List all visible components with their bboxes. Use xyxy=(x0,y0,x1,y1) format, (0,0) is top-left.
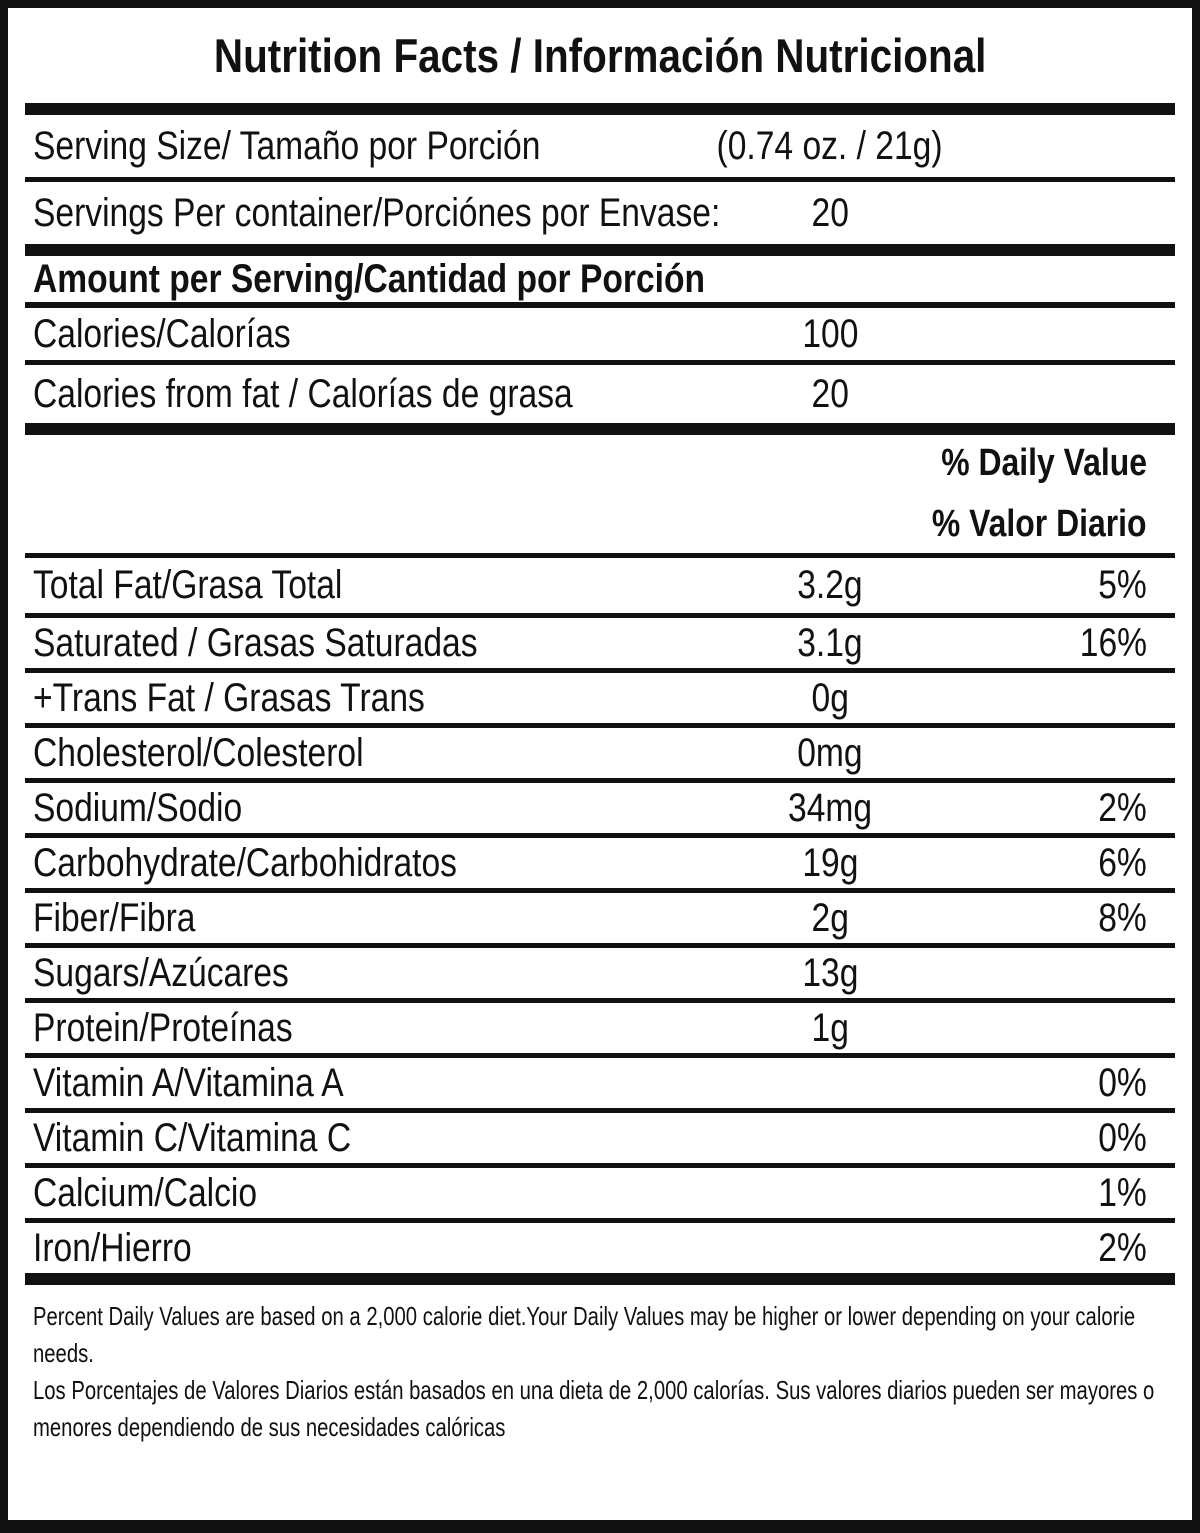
nutrient-label: Iron/Hierro xyxy=(33,1225,192,1270)
label-content: Nutrition Facts / Información Nutriciona… xyxy=(8,8,1192,1446)
servings-per-container-row: Servings Per container/Porciónes por Env… xyxy=(25,182,1175,244)
serving-size-value: (0.74 oz. / 21g) xyxy=(716,123,943,168)
nutrient-label: Calcium/Calcio xyxy=(33,1170,258,1215)
nutrient-amount: 19g xyxy=(801,840,859,885)
nutrient-amount: 0mg xyxy=(797,730,863,775)
nutrient-label: Protein/Proteínas xyxy=(33,1005,293,1050)
serving-size-label: Serving Size/ Tamaño por Porción xyxy=(33,123,541,168)
nutrient-row: Carbohydrate/Carbohidratos 19g 6% xyxy=(25,833,1175,888)
amount-per-serving-heading: Amount per Serving/Cantidad por Porción xyxy=(33,256,706,301)
daily-value-header: % Daily Value % Valor Diario xyxy=(25,435,1175,553)
nutrient-amount: 13g xyxy=(801,950,859,995)
calories-value: 100 xyxy=(801,311,859,356)
calories-from-fat-label: Calories from fat / Calorías de grasa xyxy=(33,371,573,416)
nutrient-daily-value: 0% xyxy=(1098,1060,1147,1105)
nutrient-daily-value: 6% xyxy=(1098,840,1147,885)
footnote-en: Percent Daily Values are based on a 2,00… xyxy=(33,1301,1136,1368)
nutrient-amount: 3.1g xyxy=(797,620,863,665)
nutrient-daily-value: 5% xyxy=(1098,563,1147,607)
servings-per-container-label: Servings Per container/Porciónes por Env… xyxy=(33,190,721,235)
label-title: Nutrition Facts / Información Nutriciona… xyxy=(213,29,987,82)
nutrient-label: Vitamin C/Vitamina C xyxy=(33,1115,352,1160)
nutrient-daily-value: 0% xyxy=(1098,1115,1147,1160)
nutrient-label: Cholesterol/Colesterol xyxy=(33,730,364,775)
nutrient-row: Saturated / Grasas Saturadas 3.1g 16% xyxy=(25,613,1175,668)
nutrient-label: Carbohydrate/Carbohidratos xyxy=(33,840,457,885)
nutrient-label: Fiber/Fibra xyxy=(33,895,196,940)
nutrient-daily-value: 2% xyxy=(1098,785,1147,830)
daily-value-header-es: % Valor Diario xyxy=(932,503,1147,545)
serving-size-row: Serving Size/ Tamaño por Porción (0.74 o… xyxy=(25,115,1175,177)
divider-thick xyxy=(25,103,1175,115)
daily-value-header-en: % Daily Value xyxy=(941,442,1147,484)
calories-row: Calories/Calorías 100 xyxy=(25,308,1175,360)
servings-per-container-value: 20 xyxy=(811,190,849,235)
nutrient-daily-value: 8% xyxy=(1098,895,1147,940)
nutrient-amount: 1g xyxy=(811,1005,849,1050)
nutrient-label: +Trans Fat / Grasas Trans xyxy=(33,675,425,720)
nutrient-label: Saturated / Grasas Saturadas xyxy=(33,620,478,665)
nutrient-daily-value: 2% xyxy=(1098,1225,1147,1270)
label-title-band: Nutrition Facts / Información Nutriciona… xyxy=(25,8,1175,103)
calories-from-fat-row: Calories from fat / Calorías de grasa 20 xyxy=(25,365,1175,423)
divider-thin xyxy=(25,553,1175,558)
divider-thin xyxy=(25,360,1175,365)
nutrient-label: Sugars/Azúcares xyxy=(33,950,289,995)
nutrient-row: Fiber/Fibra 2g 8% xyxy=(25,888,1175,943)
nutrient-row: Cholesterol/Colesterol 0mg xyxy=(25,723,1175,778)
amount-per-serving-heading-row: Amount per Serving/Cantidad por Porción xyxy=(25,256,1175,302)
nutrient-row: Iron/Hierro 2% xyxy=(25,1218,1175,1273)
nutrient-label: Total Fat/Grasa Total xyxy=(33,563,343,607)
divider-thick xyxy=(25,244,1175,256)
nutrient-row: Protein/Proteínas 1g xyxy=(25,998,1175,1053)
nutrient-label: Vitamin A/Vitamina A xyxy=(33,1060,344,1105)
nutrient-daily-value: 16% xyxy=(1079,620,1147,665)
nutrient-row: Vitamin C/Vitamina C 0% xyxy=(25,1108,1175,1163)
footnotes: Percent Daily Values are based on a 2,00… xyxy=(25,1285,1175,1446)
nutrient-row: Sodium/Sodio 34mg 2% xyxy=(25,778,1175,833)
nutrient-row: +Trans Fat / Grasas Trans 0g xyxy=(25,668,1175,723)
nutrient-amount: 3.2g xyxy=(797,563,863,607)
calories-from-fat-value: 20 xyxy=(811,371,849,416)
nutrient-amount: 0g xyxy=(811,675,849,720)
nutrient-label: Sodium/Sodio xyxy=(33,785,243,830)
nutrient-row: Calcium/Calcio 1% xyxy=(25,1163,1175,1218)
footnote-es: Los Porcentajes de Valores Diarios están… xyxy=(33,1375,1155,1442)
nutrient-daily-value: 1% xyxy=(1098,1170,1147,1215)
divider-thick xyxy=(25,1273,1175,1285)
nutrient-amount: 2g xyxy=(811,895,849,940)
divider-thick xyxy=(25,423,1175,435)
nutrient-row: Total Fat/Grasa Total 3.2g 5% xyxy=(25,558,1175,613)
nutrient-row: Sugars/Azúcares 13g xyxy=(25,943,1175,998)
nutrient-rows: Total Fat/Grasa Total 3.2g 5% Saturated … xyxy=(25,558,1175,1273)
divider-medium xyxy=(25,302,1175,308)
nutrient-amount: 34mg xyxy=(787,785,873,830)
divider-thin xyxy=(25,177,1175,182)
nutrient-row: Vitamin A/Vitamina A 0% xyxy=(25,1053,1175,1108)
calories-label: Calories/Calorías xyxy=(33,311,291,356)
